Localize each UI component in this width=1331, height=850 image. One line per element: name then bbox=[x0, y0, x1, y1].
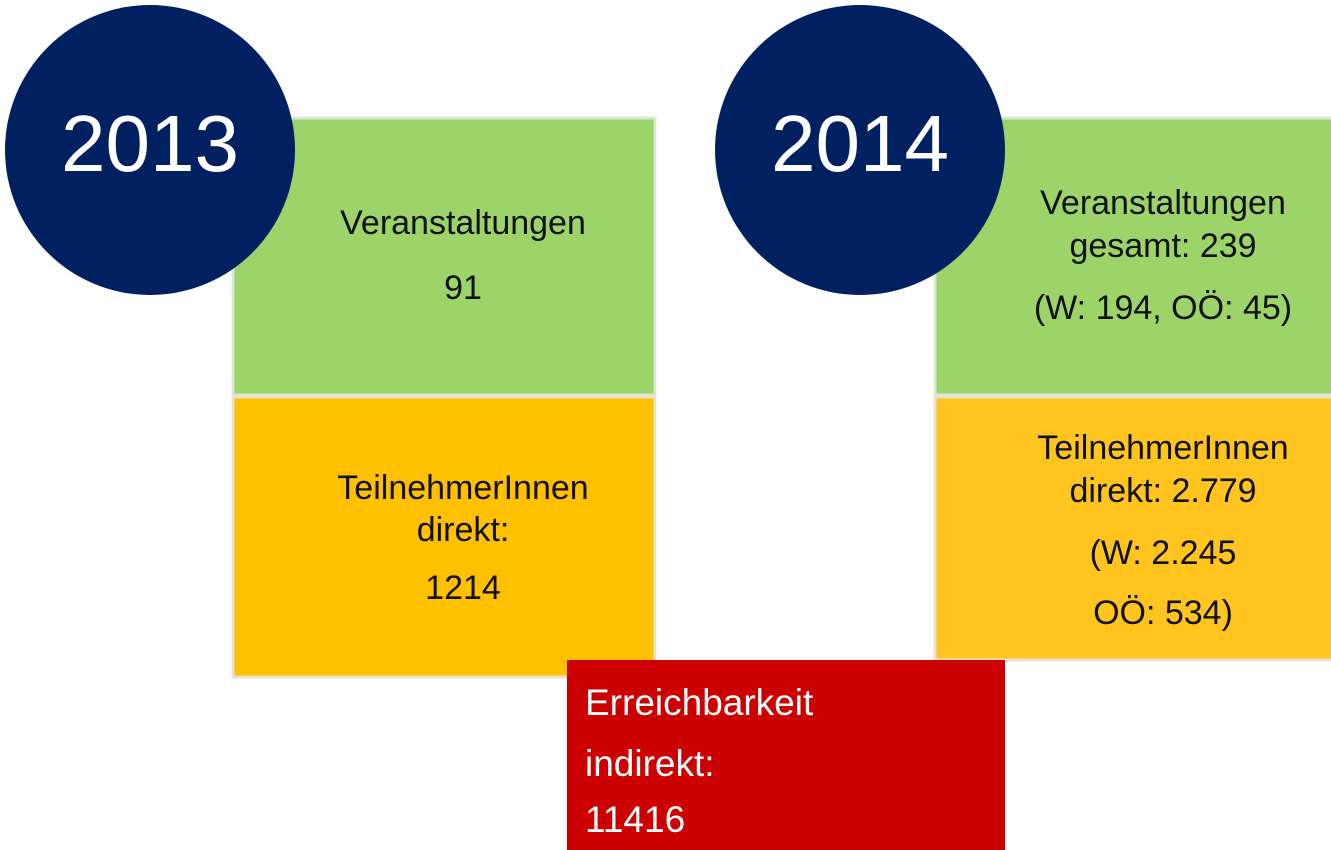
events-text: Veranstaltungen bbox=[1040, 184, 1286, 222]
events-text: gesamt: 239 bbox=[1069, 227, 1256, 265]
participants-text: OÖ: 534) bbox=[1093, 594, 1233, 632]
events-text: (W: 194, OÖ: 45) bbox=[1034, 289, 1292, 327]
year-circle bbox=[715, 5, 1005, 295]
year-label: 2014 bbox=[771, 99, 949, 188]
participants-box bbox=[933, 395, 1331, 662]
participants-text: direkt: bbox=[417, 511, 510, 549]
year-label: 2013 bbox=[61, 99, 239, 188]
participants-text: 1214 bbox=[425, 569, 501, 607]
events-box bbox=[231, 116, 657, 397]
reach-text: 11416 bbox=[585, 799, 685, 840]
participants-text: TeilnehmerInnen bbox=[1037, 429, 1288, 467]
participants-text: direkt: 2.779 bbox=[1069, 472, 1256, 510]
reach-text: Erreichbarkeit bbox=[585, 682, 814, 723]
participants-text: (W: 2.245 bbox=[1090, 534, 1237, 572]
reach-box bbox=[567, 660, 1005, 850]
events-text: Veranstaltungen bbox=[340, 204, 586, 242]
participants-text: TeilnehmerInnen bbox=[337, 469, 588, 507]
participants-box bbox=[231, 395, 657, 679]
reach-text: indirekt: bbox=[585, 743, 715, 784]
events-text: 91 bbox=[444, 269, 482, 307]
year-circle bbox=[5, 5, 295, 295]
